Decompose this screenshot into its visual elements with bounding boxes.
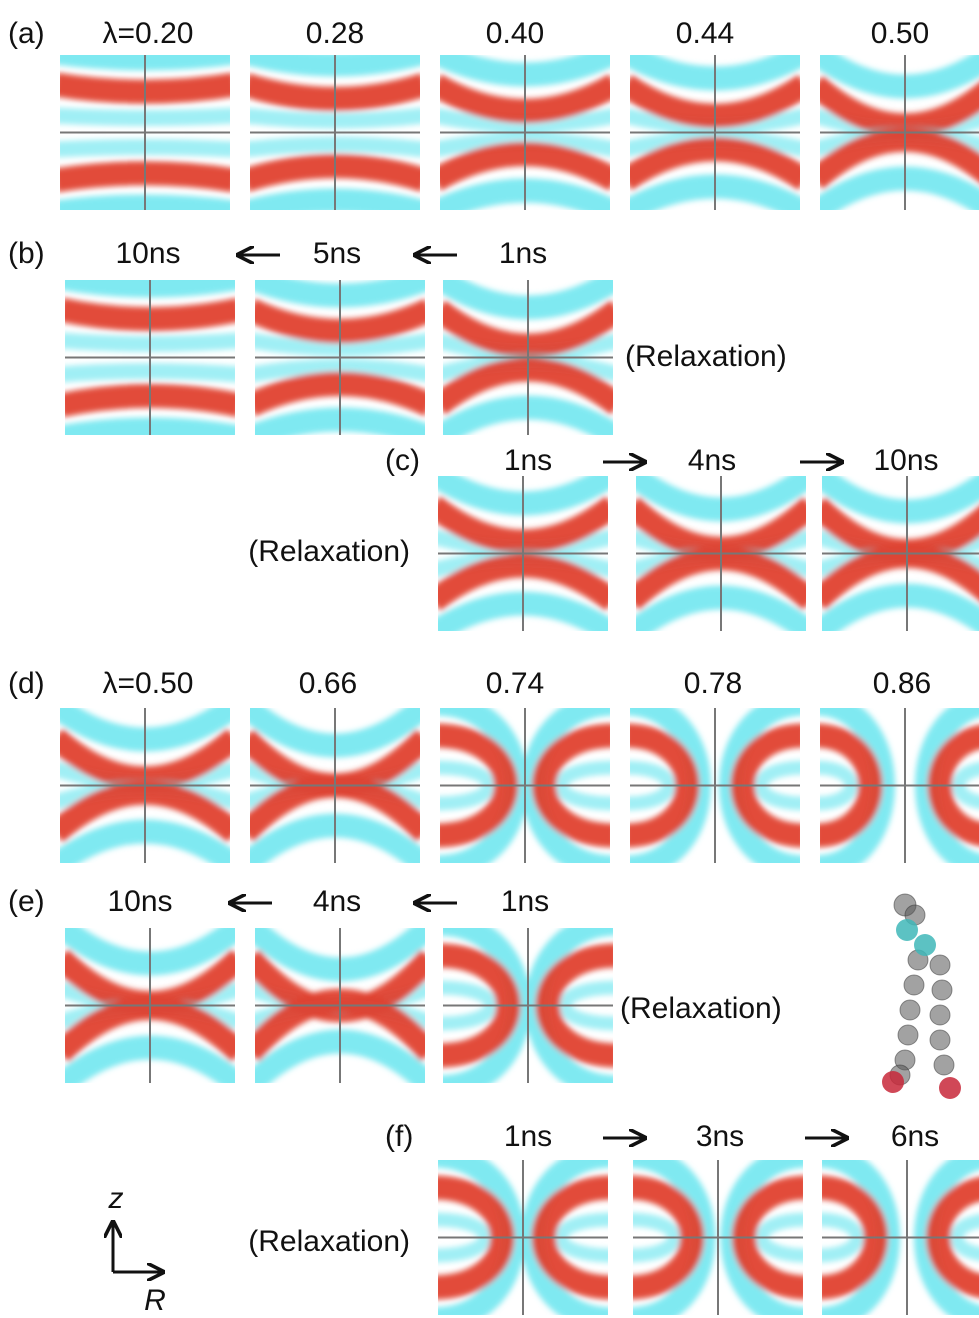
frame-label: 3ns	[696, 1120, 744, 1153]
frame-label: λ=0.50	[103, 667, 194, 700]
density-map	[60, 278, 240, 438]
density-map	[628, 1156, 808, 1318]
density-map	[433, 1156, 613, 1318]
panel-label: (a)	[8, 17, 45, 50]
note: (Relaxation)	[248, 535, 410, 568]
density-map	[438, 924, 618, 1088]
frame-label: 0.40	[486, 17, 544, 50]
frame-label: 0.86	[873, 667, 931, 700]
frame-label: 4ns	[688, 444, 736, 477]
density-map	[435, 53, 615, 213]
frame-label: 0.66	[299, 667, 357, 700]
panel-label: (d)	[8, 667, 45, 700]
density-band	[815, 53, 979, 87]
frame-label: 1ns	[504, 1120, 552, 1153]
frame-label: 0.28	[306, 17, 364, 50]
frame-label: 1ns	[501, 885, 549, 918]
frame-label: 1ns	[504, 444, 552, 477]
note: (Relaxation)	[248, 1225, 410, 1258]
density-map	[435, 704, 615, 868]
panel-label: (e)	[8, 885, 45, 918]
density-map	[245, 706, 425, 866]
frame-label: 0.50	[871, 17, 929, 50]
frame-label: 6ns	[891, 1120, 939, 1153]
density-band	[815, 179, 979, 213]
panel-label: (b)	[8, 237, 45, 270]
note: (Relaxation)	[625, 340, 787, 373]
density-map	[625, 704, 805, 868]
density-band	[817, 596, 979, 634]
density-map	[250, 926, 430, 1086]
frame-label: 0.78	[684, 667, 742, 700]
density-map	[433, 474, 613, 634]
frame-label: 0.44	[676, 17, 734, 50]
density-map	[815, 704, 979, 868]
frame-label: 10ns	[115, 237, 180, 270]
frame-label: 10ns	[873, 444, 938, 477]
density-map	[625, 53, 805, 213]
density-map	[815, 53, 979, 213]
frame-label: 1ns	[499, 237, 547, 270]
axes-indicator: z R	[108, 1182, 166, 1317]
density-map	[55, 706, 235, 866]
panel-label: (c)	[385, 444, 420, 477]
density-map	[60, 926, 240, 1086]
frame-label: λ=0.20	[103, 17, 194, 50]
frame-label: 10ns	[107, 885, 172, 918]
density-band	[817, 474, 979, 512]
density-map	[55, 53, 235, 213]
frame-label: 0.74	[486, 667, 544, 700]
density-map	[817, 474, 979, 634]
frame-label: 4ns	[313, 885, 361, 918]
density-map	[438, 278, 618, 438]
density-map	[245, 53, 425, 213]
density-map	[250, 278, 430, 438]
molecule	[882, 894, 961, 1099]
density-map	[631, 474, 811, 634]
panel-label: (f)	[385, 1120, 413, 1153]
axis-label: R	[144, 1284, 166, 1317]
axis-label: z	[108, 1182, 124, 1215]
frame-label: 5ns	[313, 237, 361, 270]
note: (Relaxation)	[620, 992, 782, 1025]
density-map	[817, 1156, 979, 1318]
figure: z R (a) λ=0.20 0.28 0.40 0.44 0.50 (b) 10ns 5ns 1…	[0, 0, 979, 1318]
